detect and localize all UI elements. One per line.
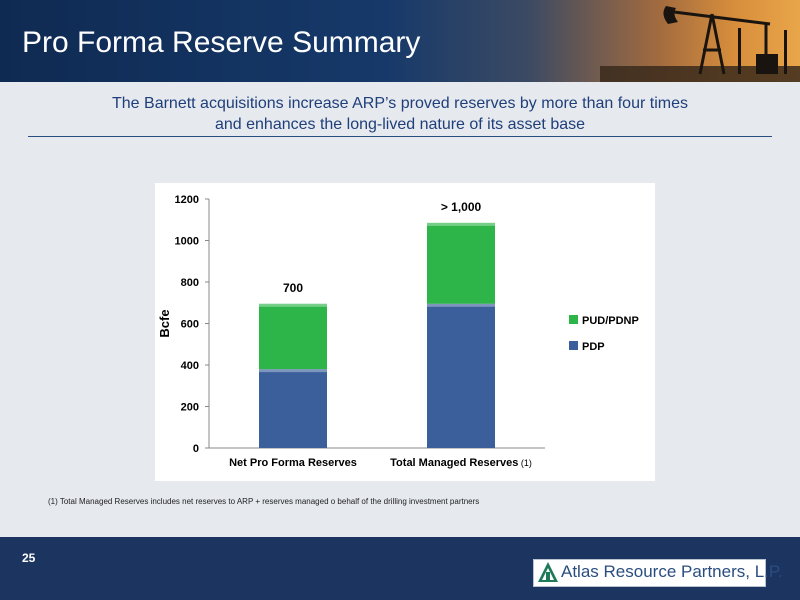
x-tick-label: Total Managed Reserves (1) [390, 457, 532, 469]
y-tick-label: 800 [181, 277, 199, 289]
subtitle: The Barnett acquisitions increase ARP’s … [40, 93, 760, 135]
chart-panel: 0 200 400 600 800 1000 1200 Bcfe 700 Net Pro Form… [155, 183, 655, 481]
legend-label: PDP [582, 341, 605, 353]
y-tick-label: 200 [181, 402, 199, 414]
y-tick-label: 1000 [175, 236, 199, 248]
subtitle-line-2: and enhances the long-lived nature of it… [214, 116, 586, 133]
bar-segment-highlight [259, 369, 327, 373]
page-number: 25 [22, 551, 36, 565]
company-logo: Atlas Resource Partners, L.P. [533, 559, 783, 587]
y-tick-label: 600 [181, 319, 199, 331]
header-banner: Pro Forma Reserve Summary [0, 0, 800, 82]
bar-segment-highlight [259, 303, 327, 307]
bar-segment-pdp [427, 303, 495, 448]
bar-segment-pud-pdnp [427, 222, 495, 304]
bar-total-label: > 1,000 [441, 200, 482, 214]
logo-text: Atlas Resource Partners, L.P. [561, 562, 783, 581]
subtitle-line-1: The Barnett acquisitions increase ARP’s … [112, 95, 688, 112]
legend-label: PUD/PDNP [582, 315, 639, 327]
footnote: (1) Total Managed Reserves includes net … [48, 497, 480, 506]
reserves-chart: 0 200 400 600 800 1000 1200 Bcfe 700 Net Pro Form… [157, 194, 639, 469]
page-title: Pro Forma Reserve Summary [22, 26, 421, 59]
divider [28, 136, 772, 137]
x-tick-footnote-marker: (1) [518, 458, 532, 468]
bar-segment-highlight [427, 222, 495, 226]
footer-bar: 25 Atlas Resource Partners, L.P. [0, 537, 800, 600]
bar-total-label: 700 [283, 281, 303, 295]
legend-swatch [569, 341, 578, 350]
y-axis-label: Bcfe [157, 309, 172, 337]
y-tick-label: 1200 [175, 194, 199, 206]
y-tick-label: 0 [193, 443, 199, 455]
bar-segment-highlight [427, 303, 495, 307]
oil-pumpjack-icon [600, 6, 800, 82]
y-tick-label: 400 [181, 360, 199, 372]
bar-segment-pdp [259, 369, 327, 448]
legend-swatch [569, 315, 578, 324]
atlas-logo-icon [538, 562, 558, 582]
bar-segment-pud-pdnp [259, 303, 327, 370]
x-tick-label: Net Pro Forma Reserves [229, 457, 357, 469]
